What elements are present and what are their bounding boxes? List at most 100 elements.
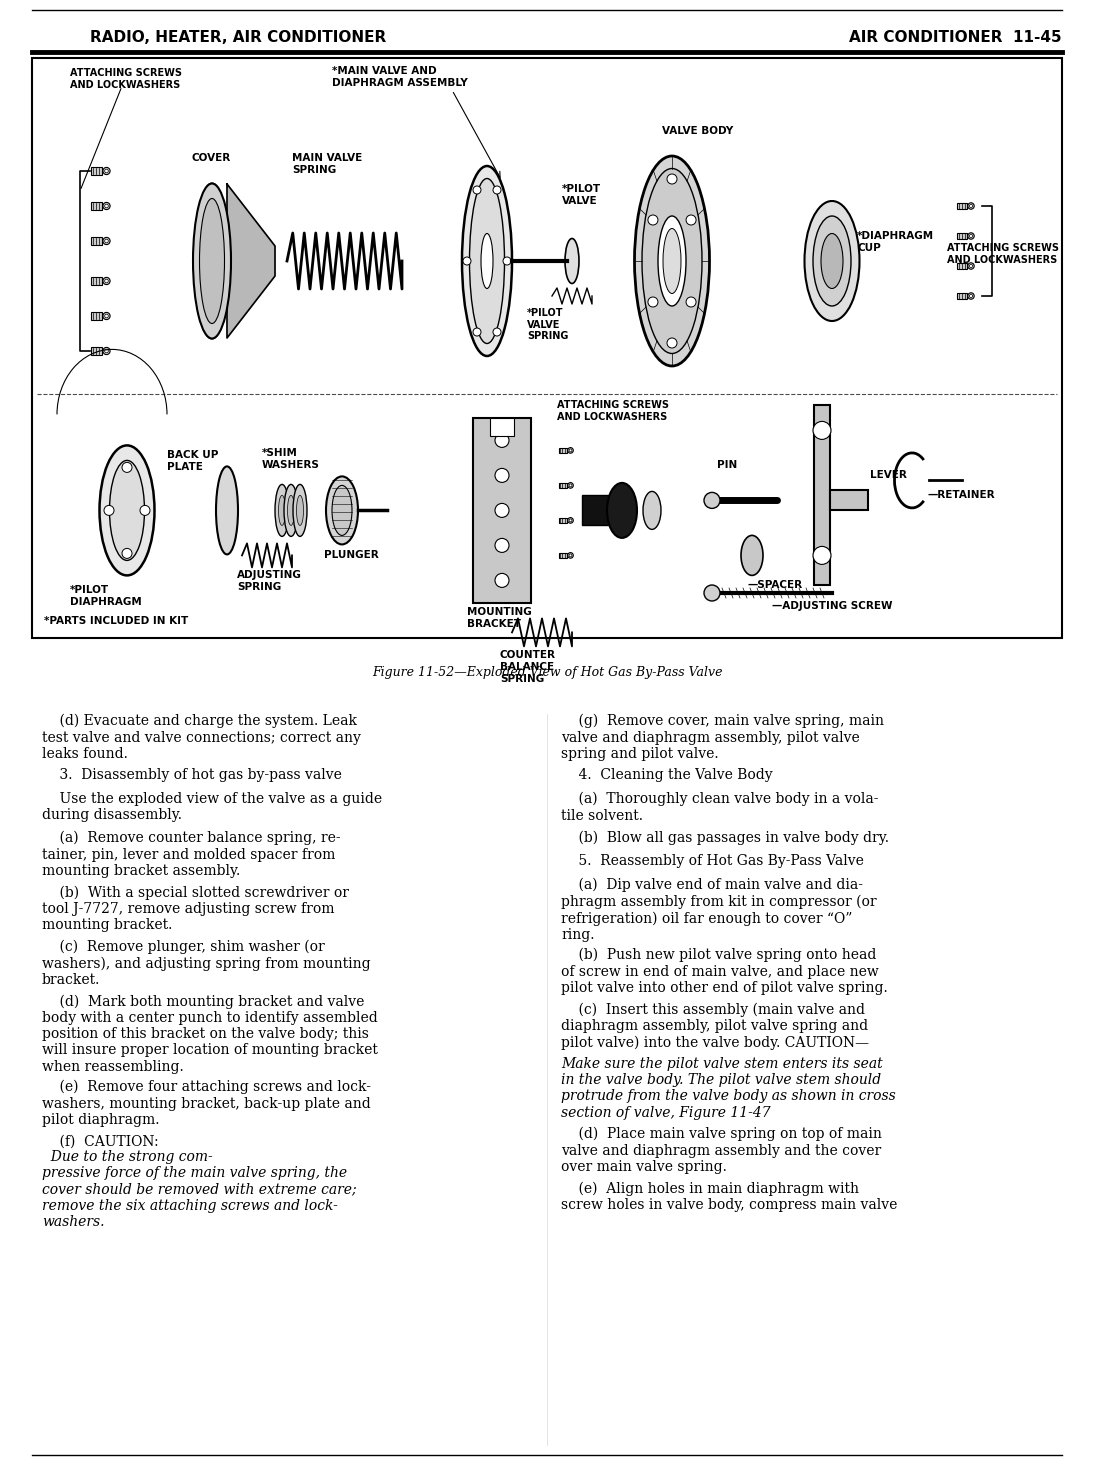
Circle shape [123,549,132,558]
Text: Use the exploded view of the valve as a guide
during disassembly.: Use the exploded view of the valve as a … [42,793,382,822]
Text: (c)  Insert this assembly (main valve and
diaphragm assembly, pilot valve spring: (c) Insert this assembly (main valve and… [561,1003,869,1050]
Text: *PARTS INCLUDED IN KIT: *PARTS INCLUDED IN KIT [44,617,188,625]
Bar [490,418,514,436]
Circle shape [103,348,110,355]
Circle shape [105,169,108,173]
Ellipse shape [109,461,144,561]
Text: *PILOT
DIAPHRAGM: *PILOT DIAPHRAGM [70,586,142,606]
Text: (e)  Remove four attaching screws and lock-
washers, mounting bracket, back-up p: (e) Remove four attaching screws and loc… [42,1080,371,1127]
Circle shape [667,175,677,184]
Circle shape [705,586,720,600]
Bar [559,448,567,454]
Bar [473,418,531,603]
Text: (b)  Blow all gas passages in valve body dry.: (b) Blow all gas passages in valve body … [561,831,889,846]
Ellipse shape [657,216,686,305]
Bar [957,292,967,299]
Circle shape [103,313,110,320]
Text: MAIN VALVE
SPRING: MAIN VALVE SPRING [292,153,362,175]
Text: MOUNTING
BRACKET: MOUNTING BRACKET [467,608,532,628]
Circle shape [494,468,509,483]
Circle shape [813,421,831,439]
Text: (a)  Remove counter balance spring, re-
tainer, pin, lever and molded spacer fro: (a) Remove counter balance spring, re- t… [42,831,340,878]
Text: ATTACHING SCREWS
AND LOCKWASHERS: ATTACHING SCREWS AND LOCKWASHERS [947,244,1059,264]
Text: PLUNGER: PLUNGER [324,550,379,561]
Text: COVER: COVER [193,153,231,163]
Text: (c)  Remove plunger, shim washer (or
washers), and adjusting spring from mountin: (c) Remove plunger, shim washer (or wash… [42,940,371,988]
Circle shape [705,492,720,508]
Circle shape [569,484,572,487]
Ellipse shape [193,184,231,339]
Circle shape [473,327,481,336]
Circle shape [103,238,110,245]
Text: RADIO, HEATER, AIR CONDITIONER: RADIO, HEATER, AIR CONDITIONER [90,31,386,46]
Circle shape [969,204,973,207]
Text: (f)  CAUTION:: (f) CAUTION: [42,1135,159,1148]
Text: Figure 11-52—Exploded View of Hot Gas By-Pass Valve: Figure 11-52—Exploded View of Hot Gas By… [372,666,722,680]
Ellipse shape [635,156,710,366]
Ellipse shape [642,169,702,354]
Bar [559,483,567,489]
Circle shape [813,546,831,564]
Text: —RETAINER: —RETAINER [927,490,994,501]
Text: COUNTER
BALANCE
SPRING: COUNTER BALANCE SPRING [500,650,556,684]
Ellipse shape [820,233,843,289]
Text: Due to the strong com-
pressive force of the main valve spring, the
cover should: Due to the strong com- pressive force of… [42,1149,357,1229]
Bar [91,203,102,210]
Bar [814,405,830,586]
Text: AIR CONDITIONER  11-45: AIR CONDITIONER 11-45 [849,31,1062,46]
Bar [91,167,102,175]
Circle shape [968,292,974,299]
Ellipse shape [275,484,289,536]
Bar [957,263,967,269]
Text: Make sure the pilot valve stem enters its seat
in the valve body. The pilot valv: Make sure the pilot valve stem enters it… [561,1057,896,1120]
Text: *MAIN VALVE AND
DIAPHRAGM ASSEMBLY: *MAIN VALVE AND DIAPHRAGM ASSEMBLY [331,66,468,88]
Text: 3.  Disassembly of hot gas by-pass valve: 3. Disassembly of hot gas by-pass valve [42,769,341,782]
Ellipse shape [462,166,512,357]
Ellipse shape [296,495,303,526]
Circle shape [105,239,108,242]
Bar [582,495,627,526]
Text: ATTACHING SCREWS
AND LOCKWASHERS: ATTACHING SCREWS AND LOCKWASHERS [70,68,182,90]
Text: 4.  Cleaning the Valve Body: 4. Cleaning the Valve Body [561,769,772,782]
Text: *SHIM
WASHERS: *SHIM WASHERS [261,448,319,470]
Ellipse shape [804,201,860,321]
Circle shape [968,233,974,239]
Bar [957,233,967,239]
Circle shape [103,203,110,210]
Text: *DIAPHRAGM
CUP: *DIAPHRAGM CUP [857,230,934,252]
Text: —ADJUSTING SCREW: —ADJUSTING SCREW [772,600,893,611]
Bar [91,313,102,320]
Circle shape [969,235,973,238]
Text: ATTACHING SCREWS
AND LOCKWASHERS: ATTACHING SCREWS AND LOCKWASHERS [557,401,670,421]
Circle shape [969,264,973,267]
Text: LEVER: LEVER [870,470,907,480]
Circle shape [568,552,573,558]
Ellipse shape [331,486,352,536]
Text: VALVE BODY: VALVE BODY [662,126,733,137]
Circle shape [503,257,511,266]
Circle shape [473,186,481,194]
Ellipse shape [100,445,154,575]
Text: ADJUSTING
SPRING: ADJUSTING SPRING [237,571,302,592]
Circle shape [123,462,132,473]
Circle shape [569,449,572,452]
Polygon shape [226,184,275,338]
Circle shape [969,295,973,298]
Text: *PILOT
VALVE: *PILOT VALVE [562,185,601,206]
Circle shape [104,505,114,515]
Ellipse shape [279,495,286,526]
Circle shape [103,167,110,175]
Ellipse shape [481,233,493,289]
Ellipse shape [284,484,298,536]
Text: (g)  Remove cover, main valve spring, main
valve and diaphragm assembly, pilot v: (g) Remove cover, main valve spring, mai… [561,713,884,760]
Text: (e)  Align holes in main diaphragm with
screw holes in valve body, compress main: (e) Align holes in main diaphragm with s… [561,1182,897,1213]
Circle shape [569,520,572,521]
Circle shape [648,297,657,307]
Circle shape [463,257,472,266]
Ellipse shape [663,229,680,294]
Circle shape [493,327,501,336]
Ellipse shape [813,216,851,305]
Circle shape [493,186,501,194]
Text: —SPACER: —SPACER [747,580,802,590]
Circle shape [968,263,974,269]
